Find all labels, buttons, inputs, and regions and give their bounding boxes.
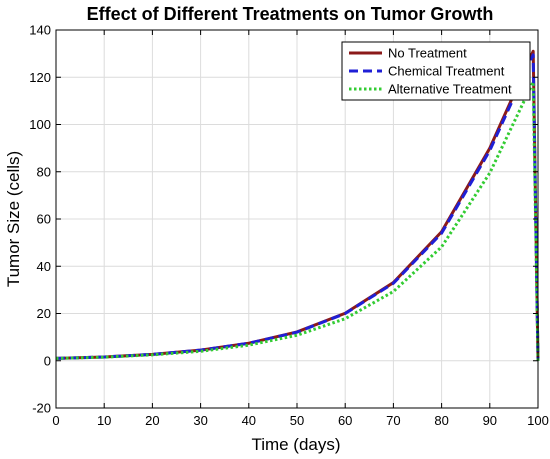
y-tick-label: 80 (37, 164, 51, 179)
y-tick-label: -20 (32, 401, 51, 416)
legend-label: Alternative Treatment (388, 82, 512, 97)
y-tick-label: 140 (29, 23, 51, 38)
y-tick-label: 0 (44, 353, 51, 368)
x-tick-label: 40 (242, 413, 256, 428)
chart-legend: No Treatment Chemical Treatment Alternativ… (341, 41, 531, 101)
x-tick-label: 20 (145, 413, 159, 428)
x-axis-label: Time (days) (251, 435, 340, 454)
y-tick-label: 40 (37, 259, 51, 274)
x-tick-label: 50 (290, 413, 304, 428)
x-tick-label: 90 (483, 413, 497, 428)
x-tick-label: 30 (193, 413, 207, 428)
x-tick-label: 80 (434, 413, 448, 428)
x-tick-label: 60 (338, 413, 352, 428)
x-tick-label: 0 (52, 413, 59, 428)
y-tick-label: 100 (29, 117, 51, 132)
x-tick-label: 100 (527, 413, 549, 428)
plot-series (55, 49, 540, 361)
x-tick-label: 10 (97, 413, 111, 428)
y-tick-label: 60 (37, 212, 51, 227)
y-tick-label: 20 (37, 306, 51, 321)
x-tick-label: 70 (386, 413, 400, 428)
legend-label: No Treatment (388, 46, 467, 61)
series-line-chemical-treatment (55, 53, 540, 361)
y-tick-label: 120 (29, 70, 51, 85)
axis-ticks: 0 10 20 30 40 50 60 70 80 90 100-20020406080100120… (29, 23, 549, 429)
chart-title: Effect of Different Treatments on Tumor … (87, 4, 494, 24)
legend-label: Chemical Treatment (388, 64, 505, 79)
y-axis-label: Tumor Size (cells) (4, 151, 23, 287)
